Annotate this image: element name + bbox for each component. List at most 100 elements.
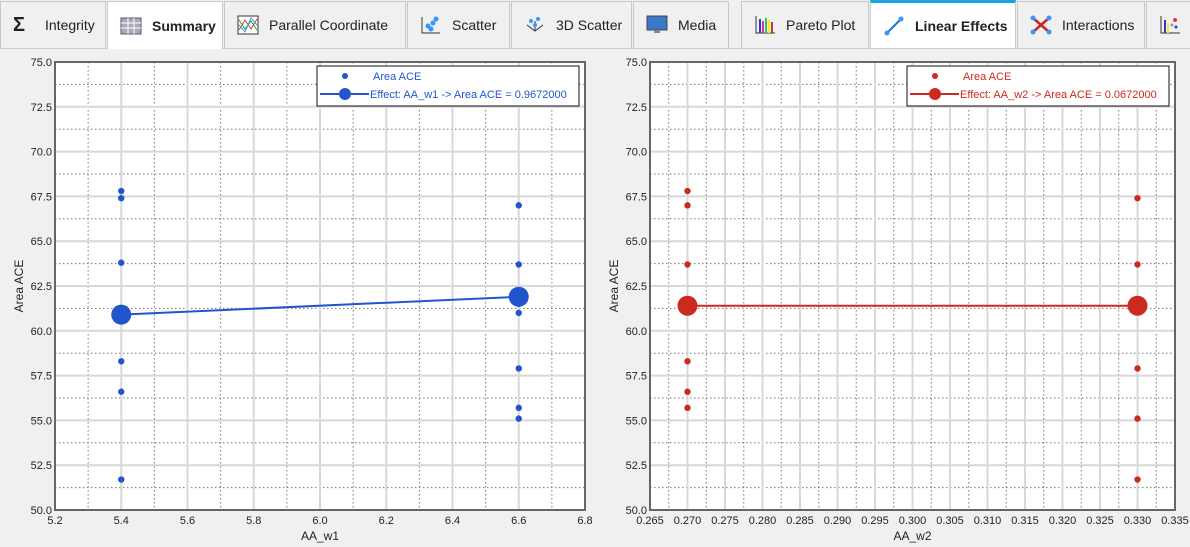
tab-summary[interactable]: Summary: [107, 1, 223, 49]
table-icon: [120, 17, 142, 34]
y-tick-label: 75.0: [626, 57, 647, 69]
tab-more[interactable]: [1146, 1, 1190, 48]
x-tick-label: 5.2: [47, 515, 62, 527]
y-tick-label: 52.5: [626, 460, 647, 472]
x-tick-label: 6.6: [511, 515, 526, 527]
y-tick-label: 60.0: [626, 326, 647, 338]
legend: Area ACE Effect: AA_w2 -> Area ACE = 0.06…: [906, 65, 1170, 107]
x-tick-label: 6.2: [379, 515, 394, 527]
x-tick-label: 6.8: [577, 515, 592, 527]
data-point: [1134, 476, 1141, 483]
tab-label: Pareto Plot: [786, 17, 856, 33]
tab-integrity[interactable]: Σ Integrity: [0, 1, 106, 48]
y-tick-label: 70.0: [626, 147, 647, 159]
plot-frame: [54, 61, 586, 511]
x-tick-label: 0.270: [674, 515, 702, 527]
legend-marker-points: [932, 73, 938, 79]
tab-label: Summary: [152, 17, 216, 34]
y-tick-label: 50.0: [31, 505, 52, 517]
pareto-icon: [755, 16, 775, 34]
tab-label: 3D Scatter: [556, 17, 623, 33]
chart-2: 0.265 0.270 0.275 0.280 0.285 0.290 0.295 0.300…: [607, 57, 1189, 543]
x-tick-label: 5.8: [246, 515, 261, 527]
data-point: [515, 404, 522, 412]
x-tick-label: 0.330: [1124, 515, 1152, 527]
tab-label: Linear Effects: [915, 17, 1008, 34]
legend-label: Area ACE: [963, 71, 1011, 83]
legend-marker-effect: [929, 88, 941, 100]
data-point: [1134, 261, 1141, 268]
y-tick-label: 72.5: [31, 102, 52, 114]
x-tick-label: 0.265: [636, 515, 664, 527]
data-point: [515, 261, 522, 268]
tab-linear-effects[interactable]: Linear Effects: [870, 0, 1016, 48]
tab-interactions[interactable]: Interactions: [1017, 1, 1145, 48]
effect-line: [121, 295, 519, 316]
chart-1: 5.2 5.4 5.6 5.8 6.0 6.2 6.4 6.6 6.8 50.0 52.5 55.0 5…: [12, 57, 593, 543]
data-point: [515, 365, 522, 372]
data-point: [1134, 365, 1141, 372]
legend-marker-effect: [339, 88, 351, 100]
effect-point: [677, 295, 698, 316]
tab-bar: Σ Integrity Summary Parallel Coordinate …: [0, 0, 1190, 49]
x-tick-label: 0.275: [711, 515, 739, 527]
data-point: [684, 261, 691, 268]
x-tick-label: 5.4: [114, 515, 129, 527]
x-tick-label: 0.335: [1161, 515, 1189, 527]
y-tick-label: 52.5: [31, 460, 52, 472]
x-tick-label: 0.300: [899, 515, 927, 527]
tab-media[interactable]: Media: [633, 1, 729, 48]
data-point: [1134, 415, 1141, 422]
legend-box: [316, 65, 580, 107]
3d-scatter-icon: [526, 17, 544, 32]
x-tick-label: 0.310: [974, 515, 1002, 527]
tab-3d-scatter[interactable]: 3D Scatter: [511, 1, 632, 48]
monitor-icon: [646, 15, 668, 33]
y-tick-label: 50.0: [626, 505, 647, 517]
tab-pareto-plot[interactable]: Pareto Plot: [741, 1, 869, 48]
data-point: [684, 388, 691, 395]
y-tick-label: 75.0: [31, 57, 52, 69]
legend-label: Effect: AA_w2 -> Area ACE = 0.0672000: [960, 89, 1157, 101]
y-tick-label: 60.0: [31, 326, 52, 338]
legend-label: Effect: AA_w1 -> Area ACE = 0.9672000: [370, 89, 567, 101]
x-tick-label: 0.280: [749, 515, 777, 527]
data-point: [118, 187, 125, 195]
y-tick-label: 55.0: [31, 415, 52, 427]
effect-point: [111, 304, 132, 325]
y-tick-label: 65.0: [626, 236, 647, 248]
tab-label: Scatter: [452, 17, 497, 33]
legend: Area ACE Effect: AA_w1 -> Area ACE = 0.96…: [316, 65, 580, 107]
data-point: [684, 187, 691, 195]
data-point: [118, 259, 125, 266]
y-tick-label: 70.0: [31, 147, 52, 159]
data-point: [684, 404, 691, 412]
y-tick-label: 57.5: [31, 371, 52, 383]
linear-effects-icon: [884, 16, 904, 35]
y-tick-label: 62.5: [626, 281, 647, 293]
y-tick-label: 67.5: [31, 191, 52, 203]
data-point: [515, 415, 522, 422]
y-axis-label: Area ACE: [12, 260, 26, 313]
tab-scatter[interactable]: Scatter: [407, 1, 510, 48]
tab-parallel-coordinate[interactable]: Parallel Coordinate: [224, 1, 406, 48]
data-point: [1134, 194, 1141, 202]
tab-label: Integrity: [45, 17, 95, 33]
legend-marker-points: [342, 73, 348, 79]
x-tick-label: 0.320: [1049, 515, 1077, 527]
parallel-coordinate-icon: [237, 15, 259, 35]
x-tick-label: 0.290: [824, 515, 852, 527]
y-tick-label: 67.5: [626, 191, 647, 203]
data-point: [515, 202, 522, 209]
tab-label: Interactions: [1062, 17, 1135, 33]
data-point: [118, 194, 125, 202]
y-axis-label: Area ACE: [607, 260, 621, 313]
x-axis-label: AA_w1: [301, 529, 339, 543]
data-point: [118, 476, 125, 483]
x-axis-label: AA_w2: [893, 529, 931, 543]
scatter-icon: [421, 16, 440, 34]
sigma-icon: Σ: [13, 14, 26, 36]
x-tick-label: 0.325: [1086, 515, 1114, 527]
data-point: [118, 358, 125, 365]
effect-point: [508, 286, 529, 307]
